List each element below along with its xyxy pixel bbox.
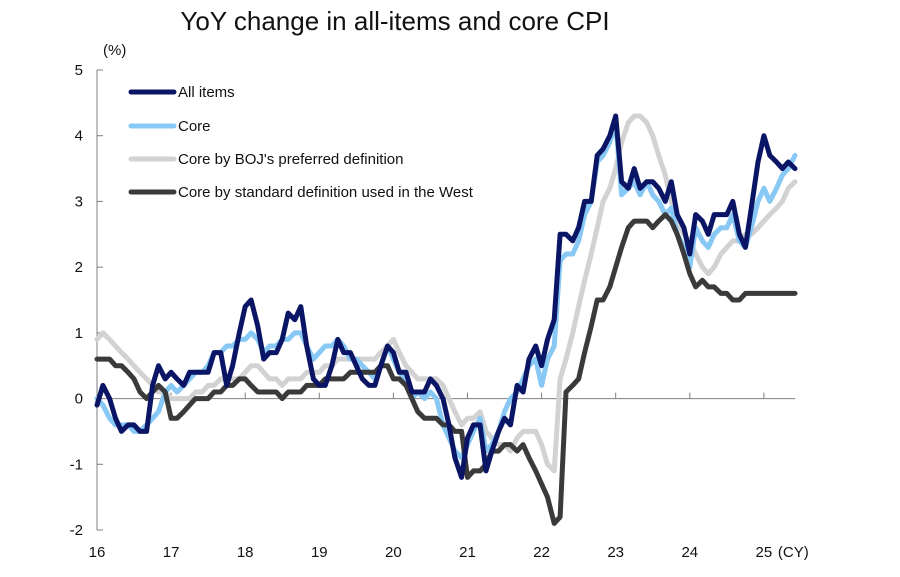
x-tick-label: 18: [237, 544, 254, 561]
series-line-3: [94, 113, 798, 474]
y-tick-label: 2: [75, 259, 83, 276]
x-tick-label: 25: [756, 544, 773, 561]
x-tick-label: 16: [89, 544, 106, 561]
x-tick-label: 24: [681, 544, 698, 561]
chart-title: YoY change in all-items and core CPI: [180, 6, 610, 36]
x-axis-unit-label: (CY): [778, 544, 809, 561]
x-tick-label: 21: [459, 544, 476, 561]
x-tick-label: 19: [311, 544, 328, 561]
series-line-1: [94, 113, 798, 480]
y-tick-label: -1: [70, 456, 83, 473]
y-axis: -2 -1 0 1 2 3 4 5: [70, 62, 103, 539]
x-tick-label: 23: [607, 544, 624, 561]
y-tick-label: -2: [70, 522, 83, 539]
x-axis: 16 17 18 19 20 21 22 23 24 25 (CY): [89, 392, 809, 561]
x-tick-label: 22: [533, 544, 550, 561]
series-line-4: [94, 212, 798, 526]
y-tick-label: 0: [75, 391, 83, 408]
legend-label: Core by standard definition used in the …: [178, 184, 474, 201]
y-tick-label: 1: [75, 325, 83, 342]
legend-label: All items: [178, 84, 235, 101]
legend: All items Core Core by BOJ's preferred def…: [128, 84, 474, 201]
y-axis-unit-label: (%): [103, 42, 126, 59]
series-lines: [94, 113, 798, 526]
y-tick-label: 3: [75, 193, 83, 210]
legend-label: Core: [178, 118, 211, 135]
legend-label: Core by BOJ's preferred definition: [178, 151, 403, 168]
x-tick-label: 17: [163, 544, 180, 561]
x-tick-label: 20: [385, 544, 402, 561]
y-tick-label: 4: [75, 128, 83, 145]
y-tick-label: 5: [75, 62, 83, 79]
